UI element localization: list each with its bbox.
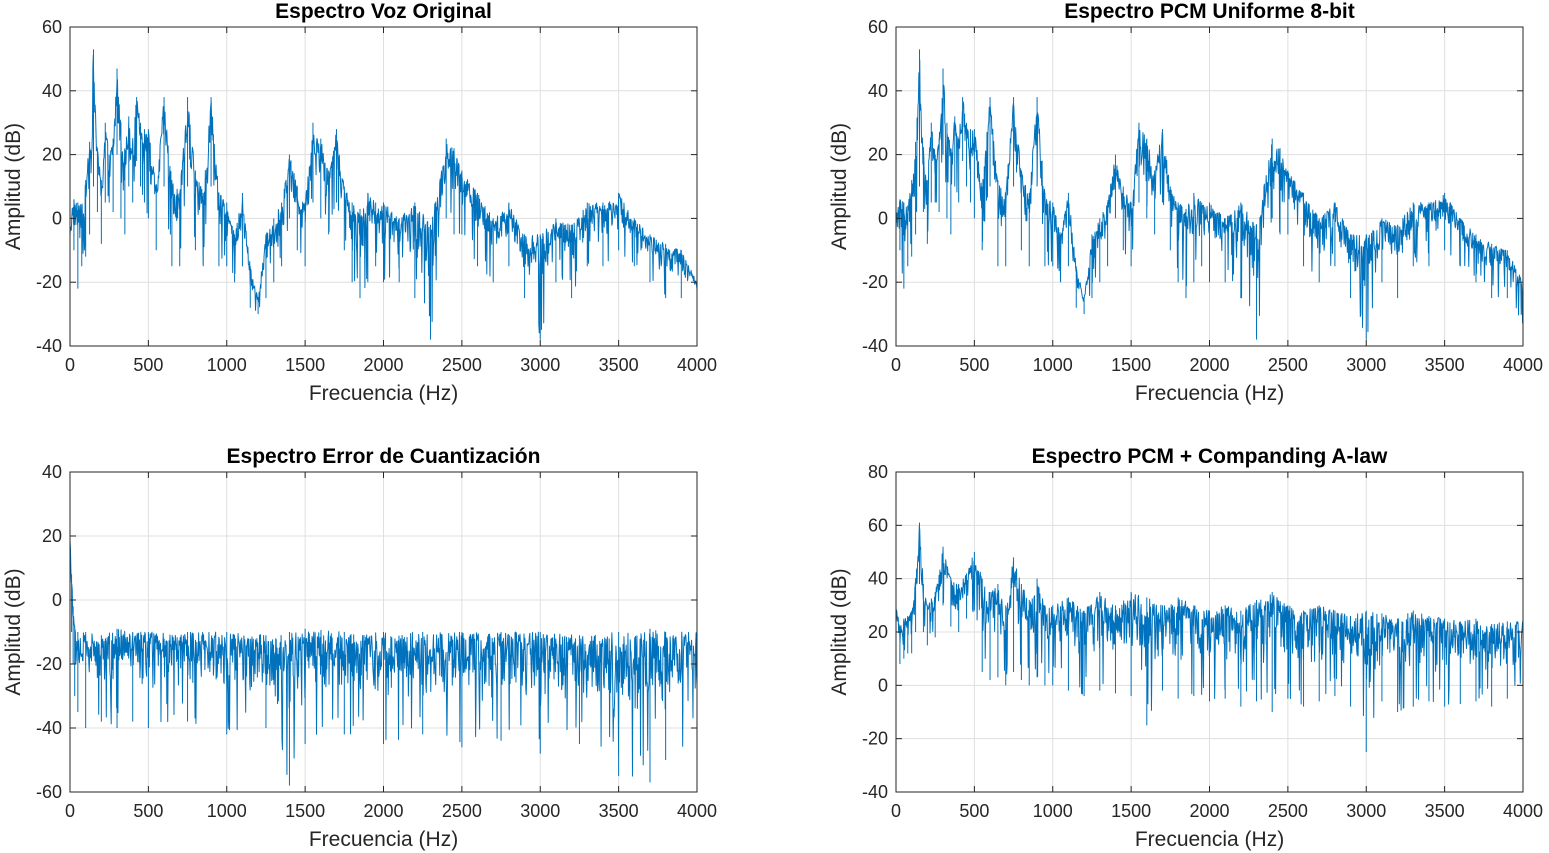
y-tick-label: 60 [42,17,62,37]
x-tick-label: 1500 [285,801,325,821]
x-axis-label: Frecuencia (Hz) [309,382,458,405]
x-tick-label: 3000 [520,355,560,375]
y-tick-label: 20 [868,145,888,165]
x-axis-label: Frecuencia (Hz) [1135,828,1284,851]
y-tick-label: -40 [36,336,62,356]
x-tick-label: 2500 [442,801,482,821]
y-tick-label: 80 [868,462,888,482]
chart-title: Espectro Error de Cuantización [227,445,541,468]
x-tick-label: 1000 [207,355,247,375]
chart-panel-1: 0 500 1000 1500 2000 2500 3000 3500 4000 -40 -20 0 2… [2,0,717,405]
y-tick-label: -60 [36,782,62,802]
y-tick-label: -40 [36,718,62,738]
y-tick-label: 0 [52,208,62,228]
x-axis-label: Frecuencia (Hz) [309,828,458,851]
y-tick-label: 0 [878,675,888,695]
x-tick-label: 3500 [599,355,639,375]
x-axis-label: Frecuencia (Hz) [1135,382,1284,405]
x-tick-label: 0 [891,801,901,821]
x-tick-label: 500 [959,355,989,375]
chart-panel-4: 0 500 1000 1500 2000 2500 3000 3500 4000 -40 -20 0 2… [828,445,1543,851]
x-tick-label: 3500 [1425,801,1465,821]
x-tick-label: 1000 [1033,801,1073,821]
x-tick-label: 3000 [520,801,560,821]
chart-title: Espectro PCM + Companding A-law [1032,445,1388,468]
y-tick-label: 20 [42,145,62,165]
x-tick-label: 1000 [1033,355,1073,375]
y-axis-label: Amplitud (dB) [828,568,851,695]
chart-panel-3: 0 500 1000 1500 2000 2500 3000 3500 4000 -60 -40 -2… [2,445,717,851]
y-tick-label: 0 [52,590,62,610]
x-tick-label: 500 [133,355,163,375]
x-tick-label: 4000 [1503,355,1543,375]
y-tick-label: -20 [862,729,888,749]
y-tick-label: 40 [868,569,888,589]
x-tick-label: 1500 [1111,355,1151,375]
y-tick-label: 60 [868,515,888,535]
y-axis-label: Amplitud (dB) [2,123,25,250]
y-tick-label: -40 [862,782,888,802]
x-tick-label: 0 [891,355,901,375]
x-tick-label: 2500 [1268,801,1308,821]
x-tick-label: 500 [959,801,989,821]
y-tick-label: 40 [868,81,888,101]
x-tick-label: 3000 [1346,801,1386,821]
y-tick-label: 20 [868,622,888,642]
x-tick-label: 3500 [599,801,639,821]
x-tick-label: 4000 [1503,801,1543,821]
x-tick-label: 2000 [1189,355,1229,375]
x-tick-label: 2500 [1268,355,1308,375]
y-tick-label: -40 [862,336,888,356]
y-tick-label: 40 [42,81,62,101]
x-tick-label: 4000 [677,801,717,821]
x-tick-label: 3500 [1425,355,1465,375]
x-tick-label: 1000 [207,801,247,821]
chart-title: Espectro Voz Original [275,0,492,23]
y-tick-label: 60 [868,17,888,37]
x-tick-label: 3000 [1346,355,1386,375]
series-line [70,49,697,340]
y-tick-label: 20 [42,526,62,546]
x-tick-label: 1500 [285,355,325,375]
x-tick-label: 500 [133,801,163,821]
series-line [70,529,697,786]
x-tick-label: 4000 [677,355,717,375]
y-tick-label: -20 [862,272,888,292]
series-line [896,522,1523,752]
series-line [896,49,1523,340]
x-tick-label: 2000 [363,801,403,821]
y-tick-label: -20 [36,654,62,674]
chart-panel-2: 0 500 1000 1500 2000 2500 3000 3500 4000 -40 -20 0 2… [828,0,1543,405]
x-tick-label: 0 [65,801,75,821]
y-tick-label: 0 [878,208,888,228]
y-tick-label: -20 [36,272,62,292]
y-tick-label: 40 [42,462,62,482]
x-tick-label: 2500 [442,355,482,375]
x-tick-label: 2000 [1189,801,1229,821]
y-axis-label: Amplitud (dB) [828,123,851,250]
y-axis-label: Amplitud (dB) [2,568,25,695]
chart-title: Espectro PCM Uniforme 8-bit [1064,0,1355,23]
x-tick-label: 2000 [363,355,403,375]
x-tick-label: 0 [65,355,75,375]
x-tick-label: 1500 [1111,801,1151,821]
